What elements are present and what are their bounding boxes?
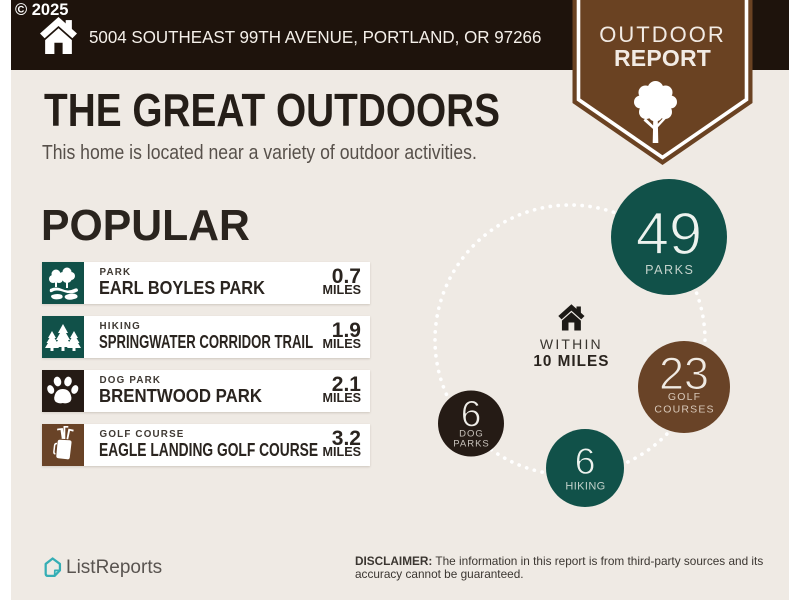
svg-text:6: 6 xyxy=(461,394,482,435)
svg-text:REPORT: REPORT xyxy=(613,45,710,71)
svg-text:OUTDOOR: OUTDOOR xyxy=(599,22,725,47)
svg-text:COURSES: COURSES xyxy=(654,404,714,416)
svg-text:WITHIN: WITHIN xyxy=(540,336,603,352)
svg-text:10 MILES: 10 MILES xyxy=(533,353,609,370)
svg-text:23: 23 xyxy=(659,348,709,399)
svg-text:PARKS: PARKS xyxy=(453,439,490,450)
svg-text:PARKS: PARKS xyxy=(645,263,694,277)
svg-text:GOLF: GOLF xyxy=(668,391,701,403)
svg-text:HIKING: HIKING xyxy=(565,480,605,492)
svg-text:6: 6 xyxy=(575,440,596,482)
svg-text:49: 49 xyxy=(636,200,702,267)
svg-text:DOG: DOG xyxy=(459,429,484,440)
